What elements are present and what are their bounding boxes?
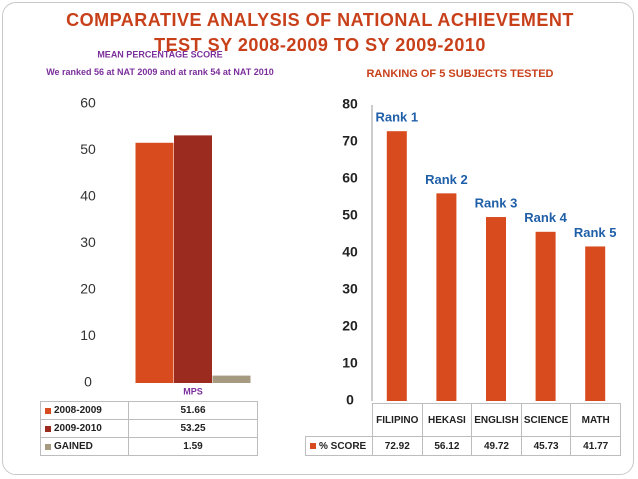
annotation: Rank 3 bbox=[475, 195, 518, 210]
y-tick-label: 40 bbox=[80, 188, 96, 204]
y-tick-label: 10 bbox=[342, 355, 358, 371]
table-value: 1.59 bbox=[128, 437, 258, 456]
bar bbox=[135, 142, 174, 383]
bar bbox=[486, 217, 506, 401]
annotation: Rank 5 bbox=[574, 225, 617, 240]
bar bbox=[212, 375, 251, 383]
y-tick-label: 30 bbox=[80, 234, 96, 250]
y-tick-label: 0 bbox=[84, 374, 92, 390]
table-value: 72.92 bbox=[372, 436, 423, 456]
legend-swatch bbox=[310, 443, 316, 449]
annotation: Rank 2 bbox=[425, 172, 468, 187]
chart-title: MEAN PERCENTAGE SCORE bbox=[97, 49, 222, 59]
y-tick-label: 20 bbox=[342, 318, 358, 334]
table-value: 53.25 bbox=[128, 419, 258, 438]
y-tick-label: 70 bbox=[342, 133, 358, 149]
legend-swatch bbox=[45, 425, 51, 432]
slide-title: COMPARATIVE ANALYSIS OF NATIONAL ACHIEVE… bbox=[66, 10, 574, 55]
y-tick-label: 40 bbox=[342, 244, 358, 260]
x-tick-label: MATH bbox=[570, 403, 621, 437]
y-tick-label: 50 bbox=[80, 141, 96, 157]
legend-cell: 2008-2009 bbox=[40, 401, 129, 420]
bar bbox=[436, 193, 457, 401]
x-tick-label: MPS bbox=[183, 386, 203, 396]
x-tick-label: ENGLISH bbox=[471, 403, 522, 437]
table-value: 41.77 bbox=[570, 436, 621, 456]
chart-title: RANKING OF 5 SUBJECTS TESTED bbox=[366, 68, 554, 80]
legend-label: GAINED bbox=[54, 441, 93, 452]
y-tick-label: 20 bbox=[80, 281, 96, 297]
legend-swatch bbox=[45, 407, 51, 414]
legend-label: 2008-2009 bbox=[54, 405, 102, 416]
bar bbox=[535, 231, 556, 401]
y-tick-label: 80 bbox=[342, 96, 358, 112]
table-value: 56.12 bbox=[421, 436, 473, 456]
y-tick-label: 60 bbox=[80, 95, 96, 111]
y-tick-label: 10 bbox=[80, 327, 96, 343]
annotation: Rank 1 bbox=[375, 110, 418, 125]
bar bbox=[386, 131, 407, 402]
legend-swatch bbox=[45, 443, 51, 450]
legend-label: 2009-2010 bbox=[54, 423, 102, 434]
table-value: 49.72 bbox=[471, 436, 522, 456]
slide-frame bbox=[2, 2, 634, 475]
y-tick-label: 50 bbox=[342, 207, 358, 223]
legend-cell: 2009-2010 bbox=[40, 419, 129, 438]
legend-label: % SCORE bbox=[319, 440, 367, 452]
x-tick-label: SCIENCE bbox=[520, 403, 572, 437]
bar bbox=[585, 246, 606, 401]
legend-cell: GAINED bbox=[40, 437, 129, 456]
chart-subtitle: We ranked 56 at NAT 2009 and at rank 54 … bbox=[46, 67, 274, 77]
y-tick-label: 60 bbox=[342, 170, 358, 186]
bar bbox=[174, 135, 212, 383]
table-value: 45.73 bbox=[520, 436, 572, 456]
y-tick-label: 30 bbox=[342, 281, 358, 297]
y-tick-label: 0 bbox=[346, 392, 354, 408]
legend-cell: % SCORE bbox=[305, 436, 373, 456]
x-tick-label: FILIPINO bbox=[372, 403, 423, 437]
x-tick-label: HEKASI bbox=[421, 403, 473, 437]
annotation: Rank 4 bbox=[524, 210, 567, 225]
table-value: 51.66 bbox=[128, 401, 258, 420]
